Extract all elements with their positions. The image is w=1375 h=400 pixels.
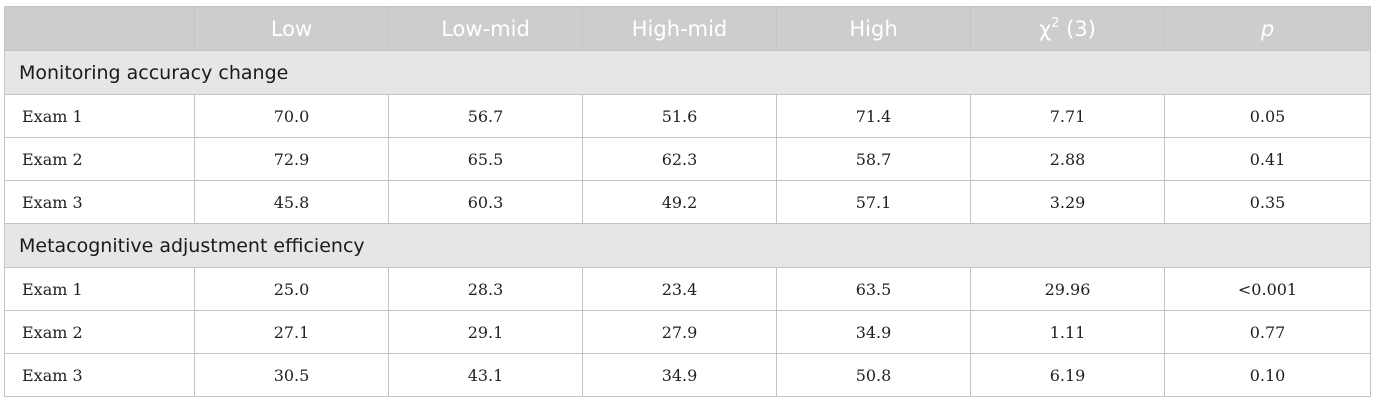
header-high-mid: High-mid	[582, 6, 777, 51]
table-cell: 30.5	[194, 353, 389, 397]
table-cell: 57.1	[776, 180, 971, 224]
results-table: Low Low-mid High-mid High χ2 (3) p Monit…	[4, 6, 1371, 397]
table-cell: 25.0	[194, 267, 389, 311]
table-cell: 27.1	[194, 310, 389, 354]
table-row: Exam 3 30.5 43.1 34.9 50.8 6.19 0.10	[4, 353, 1371, 397]
table-cell: 34.9	[582, 353, 777, 397]
row-label: Exam 3	[4, 353, 195, 397]
table-body: Monitoring accuracy change Exam 1 70.0 56.7…	[4, 50, 1371, 397]
table-cell: 6.19	[970, 353, 1165, 397]
section-row: Metacognitive adjustment efficiency	[4, 223, 1371, 268]
table-cell: 70.0	[194, 94, 389, 138]
table-cell: 45.8	[194, 180, 389, 224]
row-label: Exam 1	[4, 267, 195, 311]
table-row: Exam 3 45.8 60.3 49.2 57.1 3.29 0.35	[4, 180, 1371, 224]
table-cell: 62.3	[582, 137, 777, 181]
table-cell: 2.88	[970, 137, 1165, 181]
table-cell: 56.7	[388, 94, 583, 138]
row-label: Exam 1	[4, 94, 195, 138]
table-row: Exam 1 70.0 56.7 51.6 71.4 7.71 0.05	[4, 94, 1371, 138]
table-cell: 23.4	[582, 267, 777, 311]
header-high: High	[776, 6, 971, 51]
table-cell: 27.9	[582, 310, 777, 354]
row-label: Exam 2	[4, 137, 195, 181]
p-label: p	[1260, 16, 1275, 41]
header-chi-square: χ2 (3)	[970, 6, 1165, 51]
table-cell: 63.5	[776, 267, 971, 311]
table-cell: 28.3	[388, 267, 583, 311]
table-cell: 49.2	[582, 180, 777, 224]
table-cell: <0.001	[1164, 267, 1371, 311]
table-row: Exam 2 27.1 29.1 27.9 34.9 1.11 0.77	[4, 310, 1371, 354]
table-cell: 29.96	[970, 267, 1165, 311]
header-low: Low	[194, 6, 389, 51]
table-row: Exam 1 25.0 28.3 23.4 63.5 29.96 <0.001	[4, 267, 1371, 311]
table-cell: 43.1	[388, 353, 583, 397]
table-cell: 3.29	[970, 180, 1165, 224]
table-cell: 29.1	[388, 310, 583, 354]
table-cell: 0.10	[1164, 353, 1371, 397]
header-low-mid: Low-mid	[388, 6, 583, 51]
section-row: Monitoring accuracy change	[4, 50, 1371, 95]
header-blank	[4, 6, 195, 51]
chi-superscript: 2	[1051, 15, 1060, 31]
section-title: Metacognitive adjustment efficiency	[4, 223, 1371, 268]
chi-symbol: χ	[1039, 16, 1052, 41]
row-label: Exam 3	[4, 180, 195, 224]
table-cell: 34.9	[776, 310, 971, 354]
header-p: p	[1164, 6, 1371, 51]
table-cell: 0.35	[1164, 180, 1371, 224]
table-cell: 7.71	[970, 94, 1165, 138]
table-cell: 0.41	[1164, 137, 1371, 181]
table-row: Exam 2 72.9 65.5 62.3 58.7 2.88 0.41	[4, 137, 1371, 181]
table-cell: 0.77	[1164, 310, 1371, 354]
section-title: Monitoring accuracy change	[4, 50, 1371, 95]
table-cell: 71.4	[776, 94, 971, 138]
table-cell: 72.9	[194, 137, 389, 181]
table-cell: 51.6	[582, 94, 777, 138]
table-cell: 0.05	[1164, 94, 1371, 138]
table-cell: 65.5	[388, 137, 583, 181]
table-cell: 1.11	[970, 310, 1165, 354]
table-cell: 58.7	[776, 137, 971, 181]
header-row: Low Low-mid High-mid High χ2 (3) p	[4, 6, 1371, 51]
table-cell: 50.8	[776, 353, 971, 397]
table-cell: 60.3	[388, 180, 583, 224]
row-label: Exam 2	[4, 310, 195, 354]
chi-df: (3)	[1066, 16, 1096, 41]
